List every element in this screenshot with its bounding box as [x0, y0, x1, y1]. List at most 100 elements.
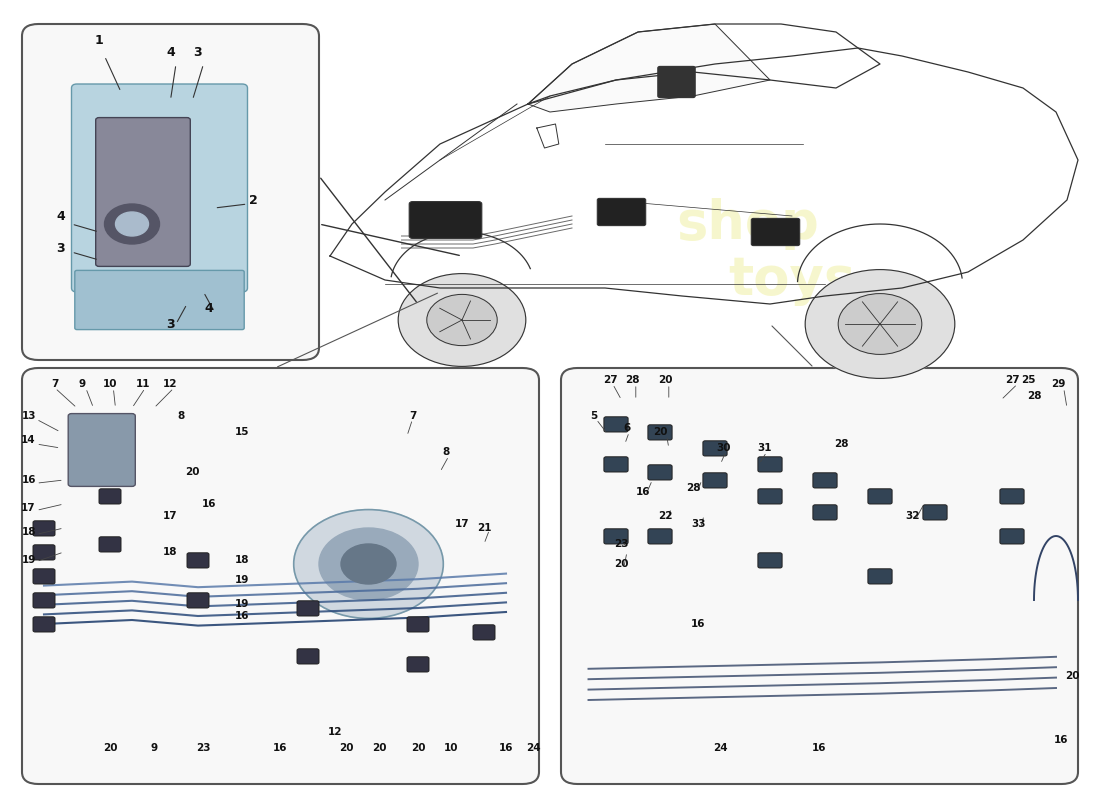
Circle shape — [427, 294, 497, 346]
Text: 16: 16 — [498, 743, 514, 753]
Text: 12: 12 — [328, 727, 343, 737]
Text: 20: 20 — [339, 743, 354, 753]
FancyBboxPatch shape — [99, 489, 121, 504]
FancyBboxPatch shape — [187, 553, 209, 568]
Text: 16: 16 — [21, 475, 36, 485]
Circle shape — [341, 544, 396, 584]
Text: 28: 28 — [834, 439, 849, 449]
Text: 8: 8 — [178, 411, 185, 421]
Text: 5: 5 — [591, 411, 597, 421]
Text: 18: 18 — [21, 527, 36, 537]
FancyBboxPatch shape — [604, 529, 628, 544]
Text: 15: 15 — [234, 427, 250, 437]
Text: 20: 20 — [1065, 671, 1080, 681]
Text: 20: 20 — [410, 743, 426, 753]
FancyBboxPatch shape — [703, 473, 727, 488]
Text: 13: 13 — [21, 411, 36, 421]
Text: 16: 16 — [691, 619, 706, 629]
Text: 18: 18 — [163, 547, 178, 557]
FancyBboxPatch shape — [297, 649, 319, 664]
Text: 17: 17 — [21, 503, 36, 513]
FancyBboxPatch shape — [758, 553, 782, 568]
Text: 7: 7 — [52, 379, 58, 389]
FancyBboxPatch shape — [648, 425, 672, 440]
Circle shape — [294, 510, 443, 618]
Text: 3: 3 — [166, 318, 175, 330]
Text: 28: 28 — [1026, 391, 1042, 401]
Text: 10: 10 — [443, 743, 459, 753]
Text: 29: 29 — [1050, 379, 1066, 389]
Text: 8: 8 — [442, 447, 449, 457]
Text: 19: 19 — [234, 575, 250, 585]
Text: 28: 28 — [625, 375, 640, 385]
FancyBboxPatch shape — [648, 465, 672, 480]
FancyBboxPatch shape — [33, 569, 55, 584]
FancyBboxPatch shape — [868, 489, 892, 504]
FancyBboxPatch shape — [597, 198, 646, 226]
FancyBboxPatch shape — [813, 473, 837, 488]
Text: 4: 4 — [56, 210, 65, 222]
FancyBboxPatch shape — [758, 457, 782, 472]
Text: 22: 22 — [658, 511, 673, 521]
FancyBboxPatch shape — [604, 417, 628, 432]
Text: 4: 4 — [166, 46, 175, 58]
Text: 16: 16 — [273, 743, 288, 753]
Text: 25: 25 — [1021, 375, 1036, 385]
FancyBboxPatch shape — [187, 593, 209, 608]
Text: 12: 12 — [163, 379, 178, 389]
Text: 28: 28 — [685, 483, 701, 493]
Text: 19: 19 — [21, 555, 36, 565]
Text: 24: 24 — [713, 743, 728, 753]
Text: 9: 9 — [79, 379, 86, 389]
Text: 20: 20 — [658, 375, 673, 385]
Text: 16: 16 — [812, 743, 827, 753]
Circle shape — [104, 204, 160, 244]
Text: 10: 10 — [102, 379, 118, 389]
Text: 3: 3 — [194, 46, 202, 58]
Circle shape — [838, 294, 922, 354]
FancyBboxPatch shape — [33, 521, 55, 536]
Text: 20: 20 — [372, 743, 387, 753]
Text: section for pa: section for pa — [617, 564, 813, 588]
FancyBboxPatch shape — [407, 657, 429, 672]
Text: 17: 17 — [163, 511, 178, 521]
FancyBboxPatch shape — [72, 84, 248, 292]
Text: 9: 9 — [151, 743, 157, 753]
Text: 11: 11 — [135, 379, 151, 389]
Text: 31: 31 — [757, 443, 772, 453]
FancyBboxPatch shape — [22, 24, 319, 360]
Text: 4: 4 — [205, 302, 213, 314]
FancyBboxPatch shape — [923, 505, 947, 520]
Circle shape — [398, 274, 526, 366]
Text: 16: 16 — [636, 487, 651, 497]
Text: 23: 23 — [196, 743, 211, 753]
Text: 1: 1 — [95, 34, 103, 46]
Text: 16: 16 — [234, 611, 250, 621]
FancyBboxPatch shape — [658, 66, 695, 98]
Text: toys: toys — [728, 254, 856, 306]
Circle shape — [319, 528, 418, 600]
FancyBboxPatch shape — [297, 601, 319, 616]
FancyBboxPatch shape — [1000, 489, 1024, 504]
FancyBboxPatch shape — [33, 593, 55, 608]
Text: 17: 17 — [454, 519, 470, 529]
FancyBboxPatch shape — [75, 270, 244, 330]
Text: 14: 14 — [21, 435, 36, 445]
FancyBboxPatch shape — [96, 118, 190, 266]
Text: 20: 20 — [102, 743, 118, 753]
Text: 19: 19 — [234, 599, 250, 609]
FancyBboxPatch shape — [407, 617, 429, 632]
Polygon shape — [528, 24, 770, 112]
Text: 3: 3 — [56, 242, 65, 254]
FancyBboxPatch shape — [758, 489, 782, 504]
Text: 20: 20 — [614, 559, 629, 569]
FancyBboxPatch shape — [561, 368, 1078, 784]
Text: 18: 18 — [234, 555, 250, 565]
FancyBboxPatch shape — [868, 569, 892, 584]
Circle shape — [116, 212, 148, 236]
Text: 6: 6 — [624, 423, 630, 433]
FancyBboxPatch shape — [604, 457, 628, 472]
Text: 16: 16 — [201, 499, 217, 509]
Text: 20: 20 — [652, 427, 668, 437]
Text: 33: 33 — [691, 519, 706, 529]
